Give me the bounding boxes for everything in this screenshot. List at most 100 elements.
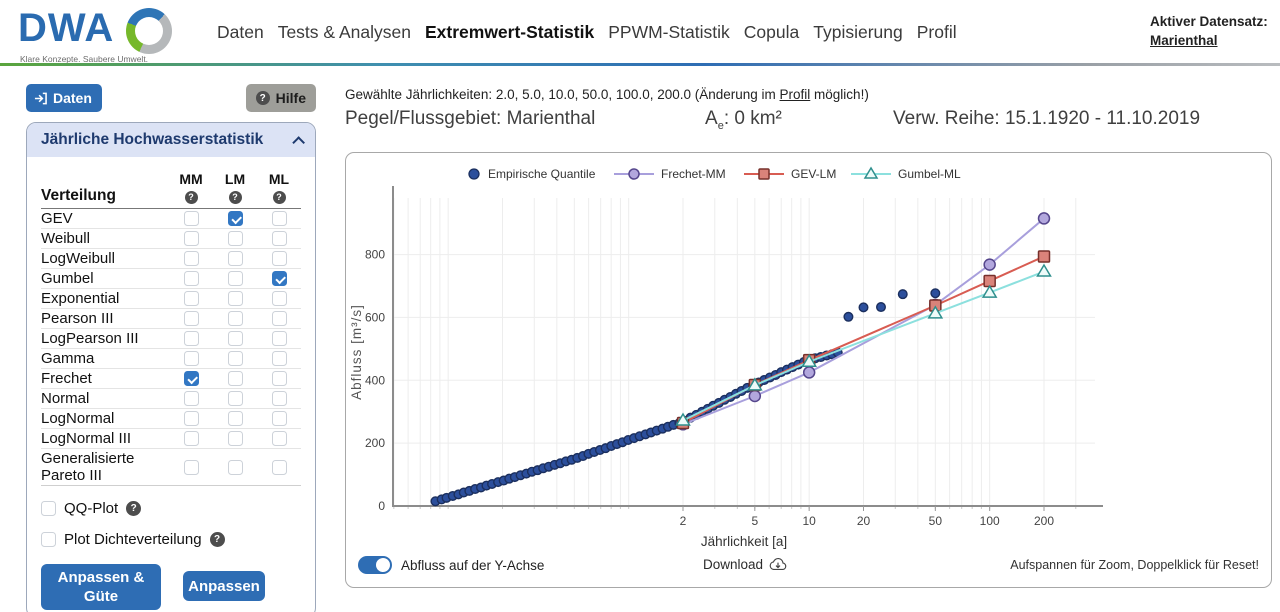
active-dataset-label: Aktiver Datensatz:: [1150, 14, 1268, 29]
table-row-exponential: Exponential: [41, 289, 301, 309]
checkbox-frechet-lm[interactable]: [227, 371, 243, 386]
checkbox-logpearson-iii-mm[interactable]: [183, 331, 199, 346]
verwendete-reihe: Verw. Reihe: 15.1.1920 - 11.10.2019: [893, 108, 1201, 129]
checkbox-logpearson-iii-lm[interactable]: [227, 331, 243, 346]
x-axis-title: Jährlichkeit [a]: [701, 534, 787, 549]
checkbox-gamma-ml[interactable]: [271, 351, 287, 366]
active-dataset-link[interactable]: Marienthal: [1150, 33, 1218, 48]
checkbox-lognormal-ml[interactable]: [271, 411, 287, 426]
jaehrlichkeiten-text: Gewählte Jährlichkeiten: 2.0, 5.0, 10.0,…: [345, 87, 780, 102]
nav-daten[interactable]: Daten: [217, 22, 264, 42]
distribution-name: Generalisierte Pareto III: [41, 450, 135, 484]
checkbox-weibull-ml[interactable]: [271, 231, 287, 246]
checkbox-gev-ml[interactable]: [271, 211, 287, 226]
svg-text:400: 400: [365, 373, 385, 387]
panel-header[interactable]: Jährliche Hochwasserstatistik: [27, 123, 315, 157]
nav-tests-analysen[interactable]: Tests & Analysen: [277, 22, 411, 42]
distribution-name: LogPearson III: [41, 330, 139, 347]
distribution-name: Frechet: [41, 370, 92, 387]
checkbox-pearson-iii-mm[interactable]: [183, 311, 199, 326]
svg-text:200: 200: [365, 436, 385, 450]
checkbox-frechet-mm[interactable]: [183, 371, 199, 386]
abfluss-y-achse-toggle[interactable]: [358, 556, 392, 574]
checkbox-pearson-iii-lm[interactable]: [227, 311, 243, 326]
anpassen-button[interactable]: Anpassen: [183, 571, 265, 601]
area-symbol: A: [705, 108, 718, 129]
checkbox-generalisierte-pareto-iii-ml[interactable]: [271, 459, 287, 475]
checkbox-weibull-mm[interactable]: [183, 231, 199, 246]
checkbox-exponential-lm[interactable]: [227, 291, 243, 306]
sidebar-button-row: Daten ? Hilfe: [26, 84, 316, 112]
help-icon[interactable]: ?: [209, 532, 225, 547]
checkbox-logweibull-mm[interactable]: [183, 251, 199, 266]
profil-link[interactable]: Profil: [779, 87, 811, 102]
table-row-gamma: Gamma: [41, 349, 301, 369]
checkbox-normal-ml[interactable]: [271, 391, 287, 406]
checkbox-gamma-mm[interactable]: [183, 351, 199, 366]
zoom-hint: Aufspannen für Zoom, Doppelklick für Res…: [1010, 558, 1259, 572]
statistik-panel: Jährliche Hochwasserstatistik Verteilung…: [26, 122, 316, 612]
svg-text:2: 2: [680, 514, 687, 528]
help-icon[interactable]: ?: [228, 190, 242, 204]
distribution-name: Weibull: [41, 230, 90, 247]
checkbox-logweibull-ml[interactable]: [271, 251, 287, 266]
help-icon: ?: [255, 91, 270, 105]
svg-text:Empirische Quantile: Empirische Quantile: [488, 167, 596, 181]
help-icon[interactable]: ?: [184, 190, 198, 204]
checkbox-lognormal-mm[interactable]: [183, 411, 199, 426]
checkbox-gev-lm[interactable]: [227, 211, 243, 226]
checkbox-normal-mm[interactable]: [183, 391, 199, 406]
help-icon[interactable]: ?: [126, 501, 142, 516]
nav-typisierung[interactable]: Typisierung: [813, 22, 903, 42]
checkbox-gamma-lm[interactable]: [227, 351, 243, 366]
table-row-frechet: Frechet: [41, 369, 301, 389]
checkbox-generalisierte-pareto-iii-lm[interactable]: [227, 459, 243, 475]
chart-legend[interactable]: Empirische Quantile Frechet-MM GEV-LM Gumbe…: [468, 166, 961, 181]
extremwert-chart[interactable]: 2 5 10 20 50 100 200 0 200 400 600 800 Jährlichkeit …: [346, 153, 1271, 553]
logo-ring-icon: [126, 8, 172, 54]
checkbox-gumbel-mm[interactable]: [183, 271, 199, 286]
checkbox-pearson-iii-ml[interactable]: [271, 311, 287, 326]
dwa-logo[interactable]: DWA Klare Konzepte. Saubere Umwelt.: [18, 6, 208, 64]
checkbox-exponential-ml[interactable]: [271, 291, 287, 306]
nav-profil[interactable]: Profil: [916, 22, 957, 42]
hilfe-button-label: Hilfe: [275, 90, 306, 106]
qq-plot-checkbox[interactable]: [41, 501, 56, 516]
checkbox-logweibull-lm[interactable]: [227, 251, 243, 266]
help-icon[interactable]: ?: [272, 190, 286, 204]
y-axis-ticks: 0 200 400 600 800: [365, 248, 385, 513]
checkbox-lognormal-iii-mm[interactable]: [183, 431, 199, 446]
pegel-flussgebiet: Pegel/Flussgebiet: Marienthal: [345, 108, 596, 129]
dichteverteilung-checkbox[interactable]: [41, 532, 56, 547]
active-dataset: Aktiver Datensatz: Marienthal: [1150, 12, 1268, 50]
checkbox-weibull-lm[interactable]: [227, 231, 243, 246]
daten-button[interactable]: Daten: [26, 84, 102, 112]
table-row-normal: Normal: [41, 389, 301, 409]
nav-ppwm-statistik[interactable]: PPWM-Statistik: [608, 22, 730, 42]
method-col-lm: LM?: [224, 171, 246, 204]
checkbox-generalisierte-pareto-iii-mm[interactable]: [183, 459, 199, 475]
checkbox-lognormal-iii-ml[interactable]: [271, 431, 287, 446]
nav-extremwert-statistik[interactable]: Extremwert-Statistik: [424, 22, 595, 42]
checkbox-normal-lm[interactable]: [227, 391, 243, 406]
checkbox-gumbel-ml[interactable]: [271, 271, 287, 286]
checkbox-logpearson-iii-ml[interactable]: [271, 331, 287, 346]
nav-copula[interactable]: Copula: [743, 22, 800, 42]
checkbox-exponential-mm[interactable]: [183, 291, 199, 306]
svg-text:Frechet-MM: Frechet-MM: [661, 167, 726, 181]
download-button[interactable]: Download: [703, 556, 788, 572]
svg-text:200: 200: [1034, 514, 1054, 528]
checkbox-gumbel-lm[interactable]: [227, 271, 243, 286]
dichte-label: Plot Dichteverteilung: [64, 531, 202, 548]
checkbox-frechet-ml[interactable]: [271, 371, 287, 386]
distribution-name: LogNormal: [41, 410, 115, 427]
distribution-name: Exponential: [41, 290, 120, 307]
checkbox-lognormal-iii-lm[interactable]: [227, 431, 243, 446]
anpassen-guete-button[interactable]: Anpassen & Güte: [41, 564, 161, 610]
hilfe-button[interactable]: ? Hilfe: [245, 84, 316, 112]
checkbox-gev-mm[interactable]: [183, 211, 199, 226]
checkbox-lognormal-lm[interactable]: [227, 411, 243, 426]
toggle-knob: [376, 558, 390, 572]
logo-text: DWA: [18, 6, 115, 50]
